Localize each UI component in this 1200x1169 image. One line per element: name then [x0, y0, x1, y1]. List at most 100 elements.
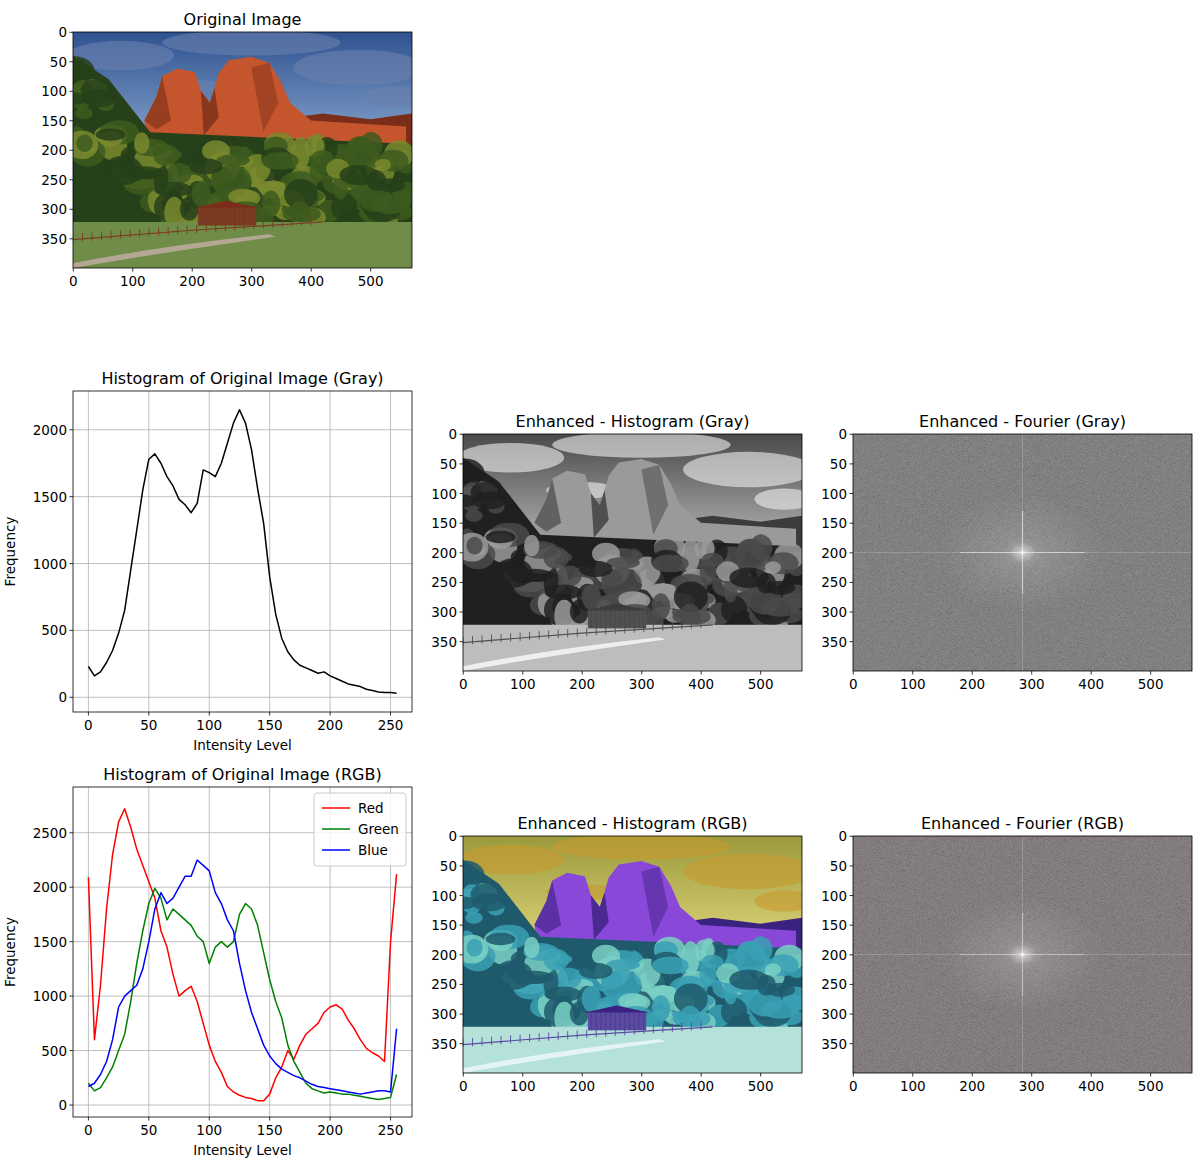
y-tick-label: 0 [58, 1097, 67, 1113]
rock-shadow [201, 88, 219, 135]
x-tick-label: 300 [629, 676, 655, 692]
barn-plank [624, 611, 625, 629]
foliage [543, 949, 569, 971]
fence-post [491, 1037, 492, 1045]
grid-line [148, 787, 149, 1117]
x-tick [269, 1117, 270, 1121]
fence-post [586, 1030, 587, 1038]
foliage [729, 969, 768, 989]
x-tick [1091, 1073, 1092, 1077]
grid-line [73, 429, 412, 430]
title: Enhanced - Fourier (Gray) [919, 412, 1126, 431]
grid-line [73, 1050, 412, 1051]
x-tick-label: 200 [959, 676, 985, 692]
y-tick [460, 493, 464, 494]
axes-frame [73, 391, 412, 712]
y-tick-label: 150 [41, 113, 67, 129]
barn-plank [620, 611, 621, 629]
x-tick [390, 1117, 391, 1121]
image [463, 434, 802, 671]
grid-line [73, 496, 412, 497]
x-tick [1150, 1073, 1151, 1077]
cloud [552, 836, 730, 860]
fence-post [700, 1022, 701, 1030]
grid-line [148, 391, 149, 712]
fence-post [681, 621, 682, 629]
x-tick [1031, 671, 1032, 675]
fence-post [139, 229, 140, 237]
x-tick-label: 400 [298, 273, 324, 289]
y-tick [70, 91, 74, 92]
barn [588, 609, 646, 628]
legend-label: Red [358, 800, 384, 816]
x-tick-label: 500 [1138, 676, 1164, 692]
foliage [471, 884, 500, 905]
legend-label: Green [358, 821, 399, 837]
barn-plank [206, 208, 207, 226]
barn-plank [596, 1013, 597, 1031]
fence-post [272, 220, 273, 228]
y-tick-label: 350 [431, 634, 457, 650]
y-tick [850, 552, 854, 553]
y-tick [460, 895, 464, 896]
x-tick [88, 712, 89, 716]
y-tick-label: 50 [50, 54, 67, 70]
fence-post [92, 232, 93, 240]
histogram-line [88, 410, 396, 694]
x-tick [73, 268, 74, 272]
foliage [652, 956, 689, 974]
cloud [754, 489, 802, 510]
foliage [375, 159, 391, 171]
cloud [293, 50, 412, 85]
fence-post [501, 1036, 502, 1044]
y-tick-label: 0 [838, 828, 847, 844]
y-tick [460, 1043, 464, 1044]
y-tick-label: 250 [431, 574, 457, 590]
y-tick [850, 836, 854, 837]
fence-post [482, 1037, 483, 1045]
image-area [853, 434, 1192, 671]
barn-plank [639, 1013, 640, 1031]
fence-post [672, 622, 673, 630]
barn-plank [253, 208, 254, 226]
foliage [166, 163, 191, 184]
forest [463, 860, 802, 1032]
spectrum-halo [939, 895, 1106, 1014]
x-tick [148, 712, 149, 716]
barn-plank [629, 1013, 630, 1031]
fence-post [149, 228, 150, 236]
x-tick [1150, 671, 1151, 675]
foliage [76, 134, 92, 152]
y-tick [850, 612, 854, 613]
y-tick-label: 150 [821, 515, 847, 531]
fence-post [691, 620, 692, 628]
y-tick [460, 925, 464, 926]
grid-line [269, 391, 270, 712]
y-tick-label: 250 [41, 172, 67, 188]
x-axis-label: Intensity Level [193, 737, 292, 753]
foliage [153, 144, 179, 166]
x-tick-label: 100 [900, 1078, 926, 1094]
barn-plank [634, 611, 635, 629]
axes: 0100200300400500050100150200250300350Enh… [431, 412, 816, 692]
x-tick [853, 1073, 854, 1077]
grid-line [73, 563, 412, 564]
x-tick [209, 1117, 210, 1121]
foliage [311, 150, 333, 164]
x-tick-label: 300 [629, 1078, 655, 1094]
y-tick-label: 300 [41, 201, 67, 217]
y-tick [70, 150, 74, 151]
barn-plank [634, 1013, 635, 1031]
x-tick [390, 712, 391, 716]
barn-plank [591, 611, 592, 629]
y-tick-label: 2000 [33, 422, 67, 438]
cloud [552, 434, 730, 458]
x-axis-label: Intensity Level [193, 1142, 292, 1158]
fence-post [662, 622, 663, 630]
x-tick-label: 250 [378, 717, 404, 733]
foliage [73, 130, 98, 159]
x-tick-label: 0 [84, 1122, 93, 1138]
fence-post [196, 225, 197, 233]
fence-post [101, 232, 102, 240]
y-tick-label: 250 [431, 976, 457, 992]
